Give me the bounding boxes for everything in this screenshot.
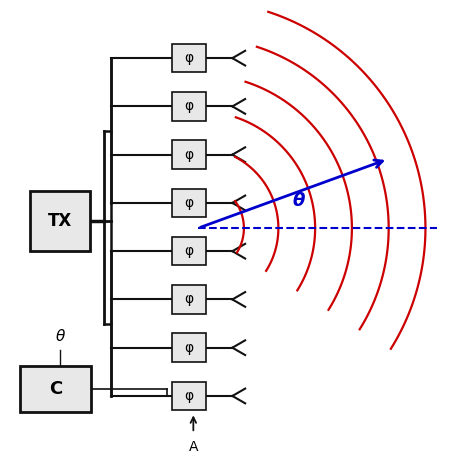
Text: A: A <box>189 440 198 454</box>
Text: φ: φ <box>184 100 193 113</box>
Text: C: C <box>49 380 62 398</box>
Text: φ: φ <box>184 196 193 210</box>
Text: θ: θ <box>293 192 305 210</box>
Bar <box>172 141 206 169</box>
Bar <box>172 44 206 72</box>
Bar <box>172 189 206 217</box>
Bar <box>172 285 206 313</box>
Text: φ: φ <box>184 341 193 355</box>
Bar <box>20 366 91 412</box>
Bar <box>172 382 206 410</box>
Text: φ: φ <box>184 244 193 258</box>
Text: θ: θ <box>55 330 65 344</box>
Text: TX: TX <box>48 213 72 230</box>
Bar <box>172 237 206 266</box>
Text: φ: φ <box>184 51 193 65</box>
Text: φ: φ <box>184 292 193 307</box>
Text: φ: φ <box>184 148 193 162</box>
Text: φ: φ <box>184 389 193 403</box>
Bar <box>172 92 206 121</box>
Bar <box>30 191 90 251</box>
Bar <box>172 333 206 362</box>
